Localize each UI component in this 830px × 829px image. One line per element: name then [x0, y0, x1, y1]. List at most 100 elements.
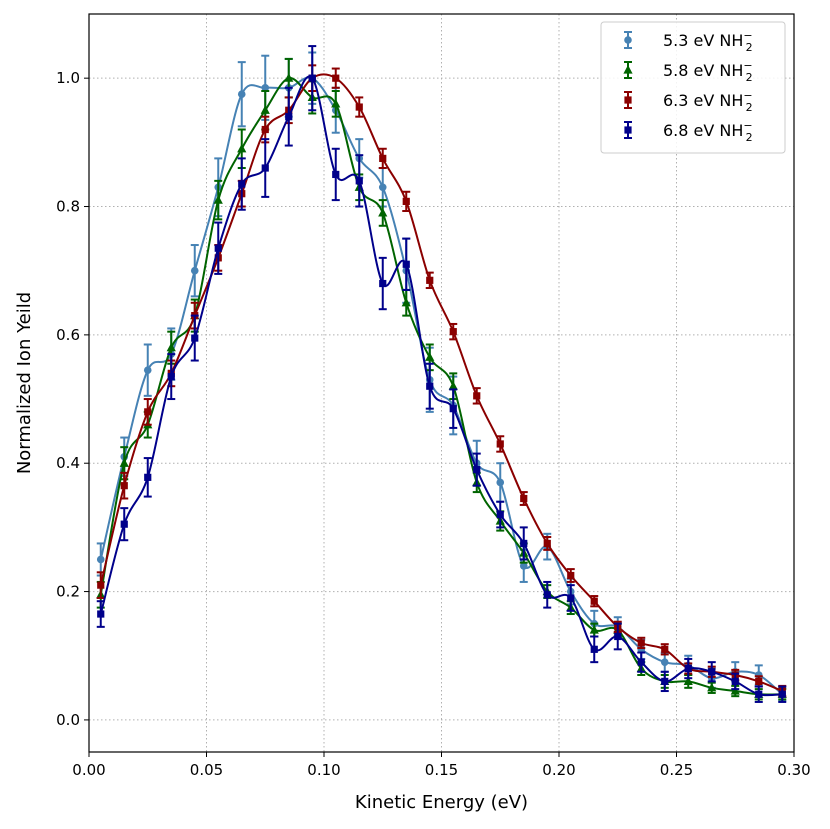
x-tick-label: 0.05: [190, 761, 223, 779]
legend-marker: [623, 65, 633, 74]
legend-label: 6.8 eV NH− 2: [663, 119, 753, 144]
data-point: [237, 90, 246, 99]
data-point: [120, 482, 128, 490]
y-tick-label: 0.0: [56, 711, 80, 729]
data-point: [191, 334, 199, 342]
data-point: [731, 677, 739, 686]
data-point: [543, 539, 551, 548]
data-point: [261, 125, 269, 134]
data-point: [661, 677, 669, 686]
grid: [89, 14, 794, 752]
data-point: [567, 571, 575, 580]
x-tick-label: 0.20: [542, 761, 575, 779]
data-point: [590, 597, 598, 605]
legend-label: 6.3 eV NH− 2: [663, 89, 753, 114]
data-point: [683, 676, 693, 686]
legend-box: [600, 21, 786, 154]
x-tick-label: 0.25: [660, 761, 693, 779]
data-point: [166, 342, 176, 352]
data-point: [730, 686, 740, 695]
data-point: [755, 677, 763, 686]
data-point: [238, 180, 246, 188]
data-point: [143, 366, 152, 374]
data-point: [637, 658, 645, 666]
data-point: [285, 113, 293, 121]
data-point: [496, 510, 504, 519]
data-point: [426, 276, 434, 284]
data-point: [707, 682, 717, 692]
data-point: [402, 260, 410, 268]
data-point: [401, 297, 411, 307]
y-tick-label: 0.8: [56, 198, 80, 216]
data-point: [237, 143, 247, 153]
data-point: [684, 664, 692, 673]
data-point: [355, 177, 363, 185]
data-point: [144, 473, 152, 481]
x-axis-title: Kinetic Energy (eV): [355, 792, 528, 813]
data-point: [379, 279, 387, 288]
y-tick-label: 1.0: [56, 69, 80, 87]
data-point: [589, 625, 599, 634]
data-point: [567, 594, 575, 602]
x-tick-label: 0.00: [72, 761, 105, 779]
y-axis-title: Normalized Ion Yeild: [14, 292, 35, 474]
data-point: [425, 352, 435, 361]
data-point: [261, 84, 270, 92]
data-point: [332, 170, 340, 179]
legend-label: 5.8 eV NH− 2: [663, 59, 753, 84]
y-tick-label: 0.6: [56, 326, 80, 344]
data-point: [660, 658, 669, 666]
data-point: [308, 74, 316, 82]
series-layer: [96, 45, 787, 703]
data-point: [496, 440, 504, 448]
data-point: [119, 458, 129, 467]
data-point: [590, 645, 598, 653]
data-point: [332, 74, 340, 82]
data-point: [426, 382, 434, 390]
data-point: [637, 639, 645, 647]
data-point: [473, 466, 481, 474]
data-point: [331, 98, 341, 108]
data-point: [496, 478, 505, 487]
data-point: [97, 610, 105, 618]
data-point: [519, 562, 528, 570]
data-point: [355, 103, 363, 111]
data-point: [614, 632, 622, 641]
legend-marker: [624, 126, 632, 134]
data-point: [448, 381, 458, 390]
legend: 5.3 eV NH− 2 5.8 eV NH− 2 6.3 eV NH− 2 6.8 eV …: [600, 21, 786, 154]
x-axis-ticks: 0.00 0.05 0.10 0.15 0.20 0.25 0.30: [72, 752, 811, 779]
data-point: [260, 105, 270, 114]
data-point: [214, 244, 222, 252]
data-point: [661, 645, 669, 653]
data-point: [167, 372, 175, 381]
legend-item-1: 5.3 eV NH− 2: [624, 29, 753, 54]
data-point: [261, 164, 269, 172]
data-point: [120, 520, 128, 528]
legend-label: 5.3 eV NH− 2: [663, 29, 753, 54]
legend-item-4: 6.8 eV NH− 2: [624, 119, 753, 144]
data-point: [379, 154, 387, 162]
y-axis-ticks: 0.0 0.2 0.4 0.6 0.8 1.0: [56, 69, 89, 729]
data-point: [708, 668, 716, 676]
legend-item-3: 6.3 eV NH− 2: [624, 89, 753, 114]
data-point: [520, 539, 528, 548]
x-tick-label: 0.10: [307, 761, 340, 779]
y-tick-label: 0.2: [56, 583, 80, 601]
data-point: [402, 197, 410, 205]
legend-marker: [624, 96, 632, 104]
data-point: [449, 328, 457, 336]
data-point: [213, 195, 223, 204]
x-tick-label: 0.15: [425, 761, 458, 779]
data-point: [778, 690, 786, 698]
data-point: [284, 73, 294, 82]
data-point: [97, 581, 105, 589]
series-4: [96, 45, 787, 703]
data-point: [190, 266, 199, 275]
data-point: [378, 207, 388, 217]
x-tick-label: 0.30: [777, 761, 810, 779]
legend-item-2: 5.8 eV NH− 2: [623, 59, 753, 84]
data-point: [144, 408, 152, 416]
legend-marker: [624, 36, 632, 44]
